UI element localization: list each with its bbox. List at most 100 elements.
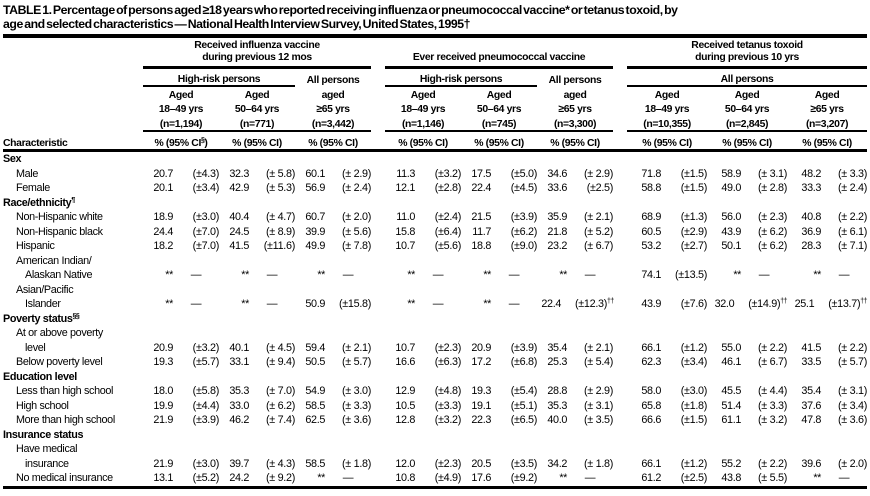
header-ci-row: Characteristic% (95% CI§)% (95% CI)% (95… bbox=[3, 131, 868, 152]
row-label: Have medical bbox=[16, 443, 78, 456]
percent-value: 33.5 bbox=[801, 356, 822, 369]
column-gap bbox=[371, 399, 385, 414]
percent-value: 11.3 bbox=[396, 167, 416, 180]
column-gap bbox=[613, 167, 627, 182]
pct-ci-text: % (95% CI bbox=[802, 138, 849, 149]
percent-value: 20.7 bbox=[153, 167, 173, 180]
table-title: TABLE 1. Percentage of persons aged ≥18 … bbox=[3, 3, 867, 31]
footnote-marker: ¶ bbox=[71, 196, 75, 204]
table-row: level 20.9 (±3.2) 40.1 (± 4.5) 59.4 (± 2.1) 10.… bbox=[3, 341, 867, 356]
column-aged-label: aged bbox=[321, 90, 345, 101]
confidence-interval: (±6.3) bbox=[434, 356, 462, 369]
percent-value: 18.0 bbox=[153, 385, 173, 398]
percent-value: 10.8 bbox=[395, 472, 416, 485]
column-gap bbox=[613, 101, 627, 115]
column-sample-size: (n=10,355) bbox=[627, 115, 708, 132]
column-gap bbox=[371, 68, 385, 87]
column-gap bbox=[371, 457, 385, 472]
confidence-interval: (±2.5) bbox=[586, 182, 614, 195]
data-cell: ** — bbox=[787, 471, 867, 487]
confidence-interval: (± 3.5) bbox=[584, 414, 614, 427]
percent-value: 34.2 bbox=[547, 457, 568, 470]
confidence-interval: — bbox=[342, 472, 354, 485]
table-row: At or above poverty bbox=[3, 326, 867, 341]
data-cell: 11.3 (±3.2) bbox=[385, 167, 461, 182]
table-row: Islander ** — ** — 50.9 (±15.8) ** — ** — 22.4 (±12.… bbox=[3, 297, 868, 312]
percent-value: 28.8 bbox=[547, 385, 568, 398]
column-gap bbox=[613, 471, 627, 487]
column-gap bbox=[371, 471, 385, 487]
confidence-interval: (± 2.9) bbox=[584, 167, 614, 180]
confidence-interval: (± 7.1) bbox=[838, 240, 868, 253]
row-label: Non-Hispanic black bbox=[16, 225, 103, 238]
data-cell: 61.2 (±2.5) bbox=[627, 471, 707, 487]
confidence-interval: — bbox=[584, 269, 596, 282]
percent-value: 25.1 bbox=[794, 298, 815, 311]
percent-value: 42.9 bbox=[229, 182, 249, 195]
data-cell: 21.9 (±3.0) bbox=[143, 457, 219, 472]
confidence-interval: — bbox=[432, 269, 444, 282]
percent-value: 51.4 bbox=[721, 399, 742, 412]
group-title: Received influenza vaccine during previou… bbox=[143, 40, 372, 69]
confidence-interval: (± 2.4) bbox=[342, 182, 372, 195]
percent-value: 35.4 bbox=[801, 385, 822, 398]
percent-value: 35.4 bbox=[547, 341, 568, 354]
percent-value: 19.3 bbox=[471, 385, 492, 398]
percent-value: 24.5 bbox=[229, 225, 249, 238]
percent-value: 58.9 bbox=[721, 167, 742, 180]
percent-value: ** bbox=[813, 472, 822, 485]
confidence-interval: (±5.8) bbox=[192, 385, 220, 398]
confidence-interval: (± 5.6) bbox=[342, 225, 372, 238]
percent-value: 20.9 bbox=[471, 341, 492, 354]
pct-ci-header: % (95% CI) bbox=[295, 131, 372, 152]
percent-value: ** bbox=[407, 269, 416, 282]
percent-value: ** bbox=[317, 472, 326, 485]
confidence-interval: (±3.2) bbox=[192, 341, 220, 354]
percent-value: 49.9 bbox=[305, 240, 326, 253]
confidence-interval: (±3.0) bbox=[192, 211, 220, 224]
percent-value: 10.7 bbox=[395, 341, 416, 354]
data-cell: 40.0 (± 3.5) bbox=[537, 413, 613, 428]
confidence-interval: (± 9.2) bbox=[265, 472, 295, 485]
column-gap bbox=[613, 131, 628, 152]
data-cell: 66.1 (±1.2) bbox=[627, 341, 707, 356]
percent-value: ** bbox=[165, 298, 173, 311]
percent-value: 55.2 bbox=[721, 457, 742, 470]
pct-ci-header: % (95% CI) bbox=[537, 131, 614, 152]
pct-ci-header: % (95% CI§) bbox=[143, 131, 219, 152]
confidence-interval: (± 6.7) bbox=[758, 356, 788, 369]
confidence-interval: (±11.6) bbox=[263, 240, 296, 253]
confidence-interval: (±1.5) bbox=[680, 414, 708, 427]
percent-value: 39.6 bbox=[801, 457, 822, 470]
data-cell: 43.8 (± 5.5) bbox=[707, 471, 787, 487]
confidence-interval: (±1.3) bbox=[680, 211, 708, 224]
confidence-interval: (±4.5) bbox=[510, 182, 538, 195]
data-cell: 55.0 (± 2.2) bbox=[707, 341, 787, 356]
confidence-interval: (±2.9) bbox=[680, 225, 708, 238]
column-aged-label: Aged bbox=[814, 90, 840, 101]
data-cell: 17.2 (±6.8) bbox=[461, 355, 537, 370]
data-cell: 19.3 (±5.4) bbox=[461, 384, 537, 399]
data-cell: 34.2 (± 1.8) bbox=[537, 457, 613, 472]
confidence-interval: (± 2.9) bbox=[584, 385, 614, 398]
footnote-marker: †† bbox=[860, 298, 868, 306]
confidence-interval: — bbox=[342, 269, 354, 282]
percent-value: 46.2 bbox=[229, 414, 249, 427]
percent-value: 39.9 bbox=[305, 225, 326, 238]
column-aged-label: Aged bbox=[410, 90, 436, 101]
percent-value: 12.8 bbox=[395, 414, 416, 427]
data-cell: ** — bbox=[537, 471, 613, 487]
percent-value: 40.4 bbox=[229, 211, 249, 224]
data-cell: 24.2 (± 9.2) bbox=[219, 471, 295, 487]
percent-value: 54.9 bbox=[305, 385, 326, 398]
table-row: Sex bbox=[3, 151, 867, 167]
confidence-interval: (±5.4) bbox=[510, 385, 538, 398]
row-label: Male bbox=[16, 167, 39, 180]
data-cell: 40.8 (± 2.2) bbox=[787, 210, 867, 225]
column-sample-size: (n=3,300) bbox=[537, 115, 614, 132]
percent-value: ** bbox=[483, 298, 492, 311]
confidence-interval: (±6.2) bbox=[510, 225, 538, 238]
confidence-interval: (± 2.2) bbox=[838, 341, 868, 354]
confidence-interval: (± 6.2) bbox=[265, 399, 295, 412]
